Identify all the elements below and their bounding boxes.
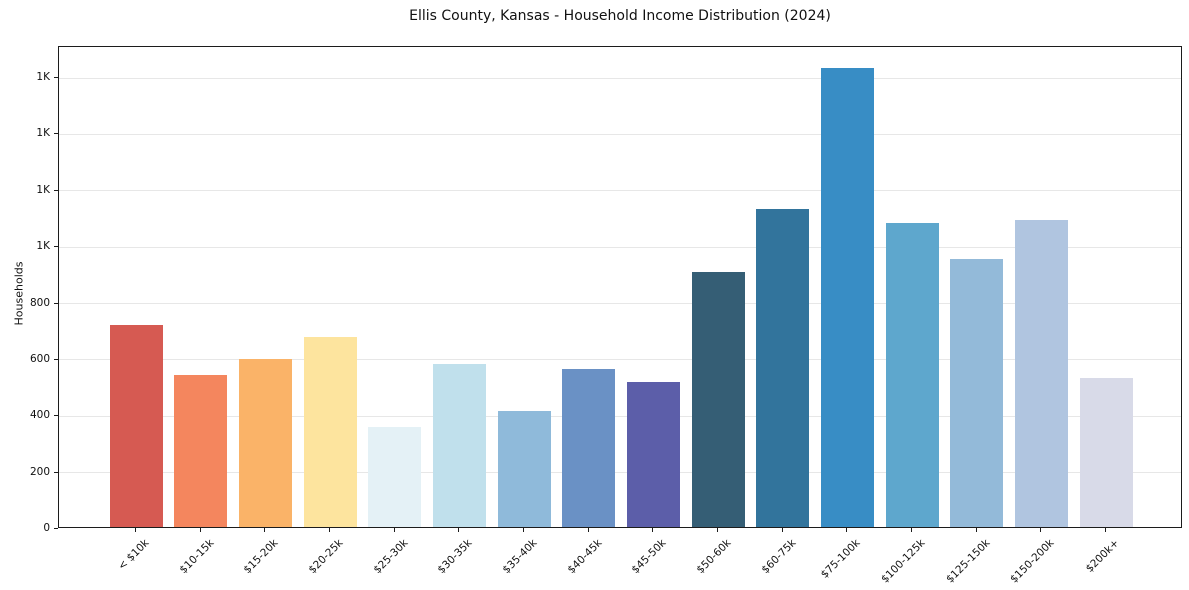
- y-tick-label: 1K: [36, 71, 50, 83]
- y-tick-mark: [54, 302, 58, 304]
- x-tick-label: $75-100k: [819, 537, 863, 581]
- x-tick-mark: [1040, 528, 1042, 532]
- x-tick-label: $60-75k: [759, 537, 799, 577]
- y-tick-label: 1K: [36, 127, 50, 140]
- x-tick-label: $100-125k: [878, 537, 928, 586]
- x-tick-mark: [264, 528, 266, 532]
- gridline: [59, 359, 1181, 361]
- x-tick-mark: [911, 528, 912, 532]
- bar-< $10k: [109, 325, 163, 527]
- x-tick-mark: [975, 528, 977, 532]
- gridline: [59, 246, 1181, 248]
- bar-$125-150k: [950, 259, 1004, 527]
- y-tick-label: 1K: [36, 240, 50, 253]
- y-tick-mark: [54, 471, 58, 473]
- x-tick-label: $200k+: [1083, 537, 1122, 575]
- bar-$20-25k: [303, 336, 357, 527]
- y-axis-label: Households: [12, 261, 26, 326]
- bar-$50-60k: [691, 271, 745, 527]
- bar-$40-45k: [562, 369, 616, 527]
- x-tick-mark: [329, 528, 330, 532]
- gridline: [59, 77, 1181, 79]
- bar-$35-40k: [497, 410, 551, 527]
- gridline: [59, 472, 1181, 474]
- bar-$25-30k: [368, 426, 422, 527]
- plot-area: [58, 46, 1182, 528]
- y-tick-mark: [54, 358, 58, 360]
- x-tick-label: $45-50k: [629, 537, 669, 577]
- y-tick-mark: [54, 77, 58, 78]
- x-tick-mark: [846, 528, 848, 532]
- bar-$15-20k: [238, 359, 292, 527]
- y-tick-label: 400: [29, 409, 50, 422]
- x-tick-mark: [781, 528, 783, 532]
- y-tick-label: 200: [29, 465, 50, 478]
- bar-$10-15k: [174, 374, 228, 527]
- bar-$150-200k: [1014, 219, 1068, 527]
- x-tick-label: $150-200k: [1008, 537, 1057, 586]
- x-tick-mark: [652, 528, 654, 532]
- bar-$60-75k: [756, 208, 810, 527]
- x-tick-mark: [393, 528, 395, 532]
- bar-$100-125k: [885, 222, 939, 527]
- x-tick-label: $40-45k: [565, 537, 605, 577]
- x-tick-mark: [587, 528, 589, 532]
- y-tick-label: 800: [29, 296, 50, 309]
- gridline: [59, 133, 1181, 135]
- x-tick-label: $10-15k: [177, 537, 217, 577]
- y-tick-label: 0: [43, 522, 50, 534]
- y-tick-label: 1K: [36, 183, 50, 196]
- x-tick-mark: [523, 528, 524, 532]
- y-tick-label: 600: [29, 352, 50, 365]
- x-tick-label: $15-20k: [241, 537, 281, 577]
- bar-$200k+: [1079, 377, 1133, 527]
- x-tick-mark: [135, 528, 136, 532]
- x-tick-label: $35-40k: [500, 537, 540, 577]
- y-tick-mark: [54, 189, 58, 191]
- x-tick-label: $30-35k: [435, 537, 475, 577]
- x-tick-mark: [199, 528, 201, 532]
- x-tick-mark: [717, 528, 718, 532]
- bar-$45-50k: [626, 381, 680, 527]
- bar-$75-100k: [820, 67, 874, 527]
- y-tick-mark: [54, 415, 58, 417]
- x-tick-label: $50-60k: [694, 537, 734, 577]
- x-tick-mark: [1105, 528, 1106, 532]
- y-tick-mark: [54, 528, 58, 529]
- gridline: [59, 303, 1181, 304]
- y-tick-mark: [54, 246, 58, 248]
- x-tick-label: $25-30k: [371, 537, 411, 577]
- gridline: [59, 190, 1181, 192]
- chart-title: Ellis County, Kansas - Household Income …: [409, 8, 831, 24]
- x-tick-label: $125-150k: [943, 537, 993, 586]
- gridline: [59, 415, 1181, 417]
- y-tick-mark: [54, 133, 58, 135]
- x-tick-mark: [458, 528, 460, 532]
- x-tick-label: $20-25k: [306, 537, 346, 577]
- x-tick-label: < $10k: [115, 537, 152, 573]
- bar-$30-35k: [432, 363, 486, 527]
